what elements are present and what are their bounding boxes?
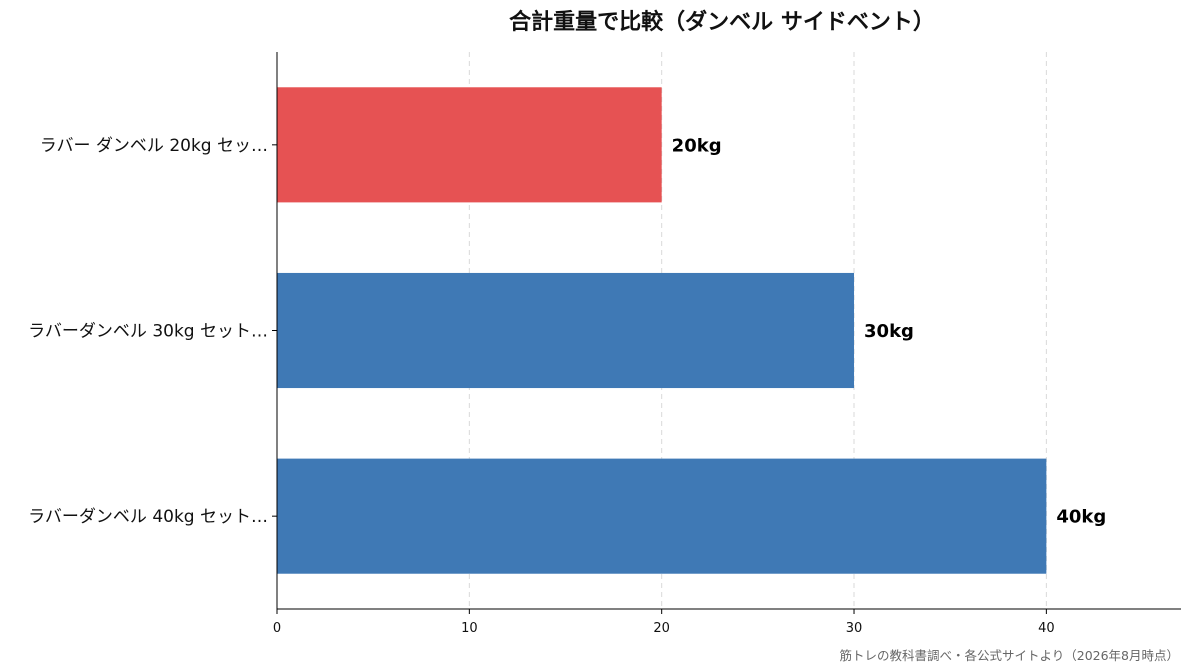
x-tick-label-3: 30 — [846, 621, 863, 636]
category-label-2: ラバーダンベル 40kg セット… — [28, 507, 268, 527]
bars — [277, 87, 1047, 574]
category-label-1: ラバーダンベル 30kg セット… — [28, 322, 268, 342]
axes — [272, 52, 1181, 614]
x-tick-label-0: 0 — [273, 621, 281, 636]
x-tick-label-2: 20 — [653, 621, 670, 636]
labels: 20kg ラバー ダンベル 20kg セッ… 30kg ラバーダンベル 30kg セッ… — [28, 135, 1106, 636]
value-label-1: 30kg — [864, 321, 914, 342]
bar-1 — [277, 272, 855, 389]
x-tick-label-1: 10 — [461, 621, 478, 636]
source-note: 筋トレの教科書調べ・各公式サイトより（2026年8月時点） — [839, 648, 1179, 663]
category-label-0: ラバー ダンベル 20kg セッ… — [40, 136, 268, 156]
x-tick-label-4: 40 — [1038, 621, 1055, 636]
bar-2 — [277, 458, 1047, 574]
chart-title: 合計重量で比較（ダンベル サイドベント） — [509, 9, 935, 35]
value-label-2: 40kg — [1056, 507, 1106, 528]
value-label-0: 20kg — [672, 135, 722, 156]
bar-0 — [277, 87, 662, 203]
